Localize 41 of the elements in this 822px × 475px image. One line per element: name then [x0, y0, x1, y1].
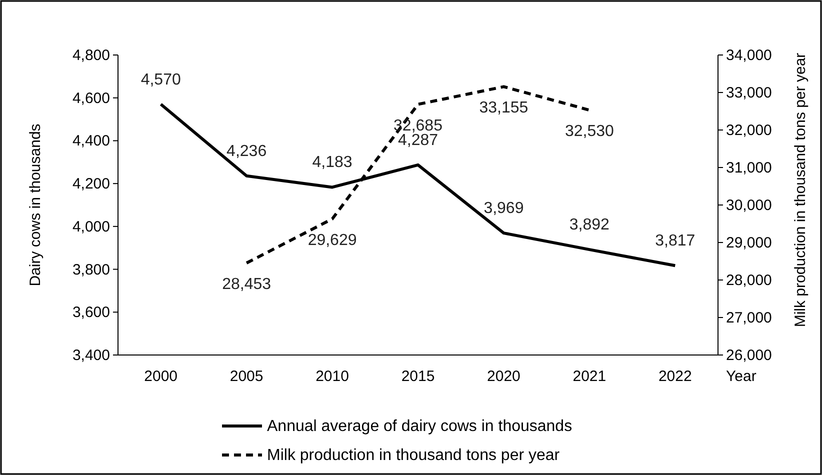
y-axis-title: Dairy cows in thousands — [27, 124, 44, 286]
legend-label: Annual average of dairy cows in thousands — [267, 418, 572, 435]
y2-tick-label: 28,000 — [726, 272, 772, 289]
x-tick-label: 2005 — [230, 368, 264, 385]
x-tick-label: 2021 — [572, 368, 606, 385]
legend-label: Milk production in thousand tons per year — [267, 447, 560, 464]
y2-tick-label: 32,000 — [726, 122, 772, 139]
y-tick-label: 4,000 — [72, 218, 110, 236]
y-tick-label: 4,400 — [72, 132, 110, 150]
data-label: 4,287 — [398, 132, 438, 149]
data-label: 4,183 — [312, 154, 352, 172]
data-label: 28,453 — [222, 276, 272, 294]
y-tick-label: 3,600 — [72, 304, 110, 322]
y2-tick-label: 27,000 — [726, 310, 772, 326]
y-tick-label: 3,400 — [72, 347, 110, 364]
data-label: 29,629 — [308, 232, 357, 249]
x-tick-label: 2000 — [144, 368, 178, 385]
y2-tick-label: 34,000 — [726, 47, 772, 64]
y2-tick-label: 30,000 — [726, 197, 772, 214]
y2-tick-label: 33,000 — [726, 84, 772, 102]
y2-tick-label: 26,000 — [726, 347, 772, 364]
data-label: 32,685 — [394, 117, 443, 134]
data-label: 32,530 — [564, 123, 614, 140]
y-tick-label: 4,600 — [72, 90, 110, 107]
y-tick-label: 4,200 — [72, 176, 110, 193]
data-label: 33,155 — [479, 100, 528, 117]
data-label: 3,817 — [655, 232, 696, 250]
y-tick-label: 3,800 — [72, 261, 110, 278]
y2-axis-title: Milk production in thousand tons per year — [792, 52, 809, 328]
y-tick-label: 4,800 — [72, 47, 110, 64]
y2-tick-label: 29,000 — [726, 234, 772, 252]
data-label: 3,892 — [569, 216, 610, 234]
x-axis-title: Year — [726, 368, 756, 385]
data-label: 3,969 — [484, 200, 524, 218]
data-label: 4,570 — [140, 71, 181, 88]
x-tick-label: 2020 — [487, 368, 520, 385]
y2-tick-label: 31,000 — [726, 160, 772, 176]
x-tick-label: 2015 — [401, 368, 435, 385]
x-tick-label: 2010 — [316, 368, 349, 385]
x-tick-label: 2022 — [658, 368, 692, 385]
data-label: 4,236 — [226, 142, 267, 160]
